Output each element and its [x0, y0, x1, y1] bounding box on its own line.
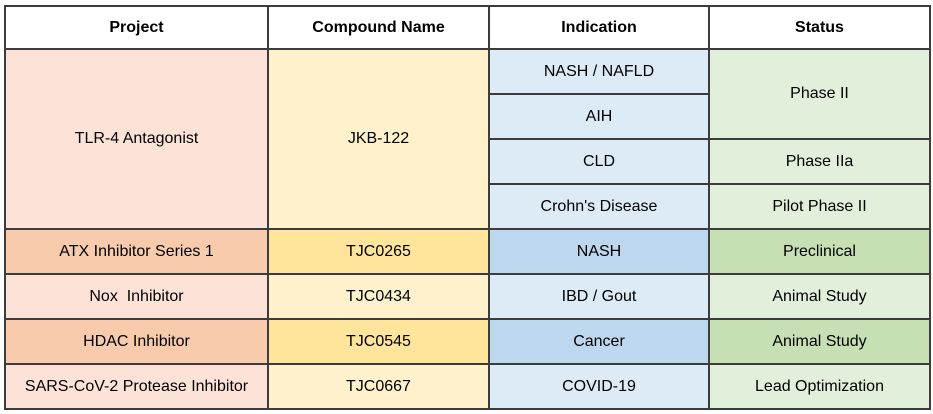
status-cell: Animal Study	[708, 273, 931, 320]
indication-cell: NASH / NAFLD	[488, 48, 710, 95]
indication-cell: CLD	[488, 138, 710, 185]
status-cell: Pilot Phase II	[708, 183, 931, 230]
header-row: Project Compound Name Indication Status	[4, 5, 931, 50]
table-row: CLD Phase IIa	[5, 138, 931, 185]
pipeline-table-container: Project Compound Name Indication Status …	[4, 5, 931, 410]
status-cell: Phase II	[708, 48, 931, 140]
compound-cell: TJC0265	[267, 228, 490, 275]
project-cell: TLR-4 Antagonist	[4, 48, 269, 230]
compound-cell: TJC0545	[267, 318, 490, 365]
compound-cell: TJC0434	[267, 273, 490, 320]
status-cell: Phase IIa	[708, 138, 931, 185]
header-project: Project	[4, 5, 269, 50]
indication-cell: IBD / Gout	[488, 273, 710, 320]
indication-cell: AIH	[488, 93, 710, 140]
indication-cell: COVID-19	[488, 363, 710, 410]
status-cell: Lead Optimization	[708, 363, 931, 410]
pipeline-table: Project Compound Name Indication Status …	[4, 5, 931, 410]
compound-cell: JKB-122	[267, 48, 490, 230]
table-row: Crohn's Disease Pilot Phase II	[5, 183, 931, 230]
compound-cell: TJC0667	[267, 363, 490, 410]
table-row: Nox Inhibitor TJC0434 IBD / Gout Animal …	[4, 273, 931, 320]
table-row: TLR-4 Antagonist JKB-122 NASH / NAFLD Ph…	[4, 48, 931, 230]
table-row: AIH	[5, 93, 930, 140]
project-cell: ATX Inhibitor Series 1	[4, 228, 269, 275]
indication-cell: NASH	[488, 228, 710, 275]
indication-cell: Crohn's Disease	[488, 183, 710, 230]
project-cell: HDAC Inhibitor	[4, 318, 269, 365]
status-cell: Animal Study	[708, 318, 931, 365]
header-compound-name: Compound Name	[267, 5, 490, 50]
header-status: Status	[708, 5, 931, 50]
header-indication: Indication	[488, 5, 710, 50]
project-cell: SARS-CoV-2 Protease Inhibitor	[4, 363, 269, 410]
indication-cell: Cancer	[488, 318, 710, 365]
project-cell: Nox Inhibitor	[4, 273, 269, 320]
table-row: HDAC Inhibitor TJC0545 Cancer Animal Stu…	[4, 318, 931, 365]
table-row: SARS-CoV-2 Protease Inhibitor TJC0667 CO…	[4, 363, 931, 410]
table-row: ATX Inhibitor Series 1 TJC0265 NASH Prec…	[4, 228, 931, 275]
status-cell: Preclinical	[708, 228, 931, 275]
